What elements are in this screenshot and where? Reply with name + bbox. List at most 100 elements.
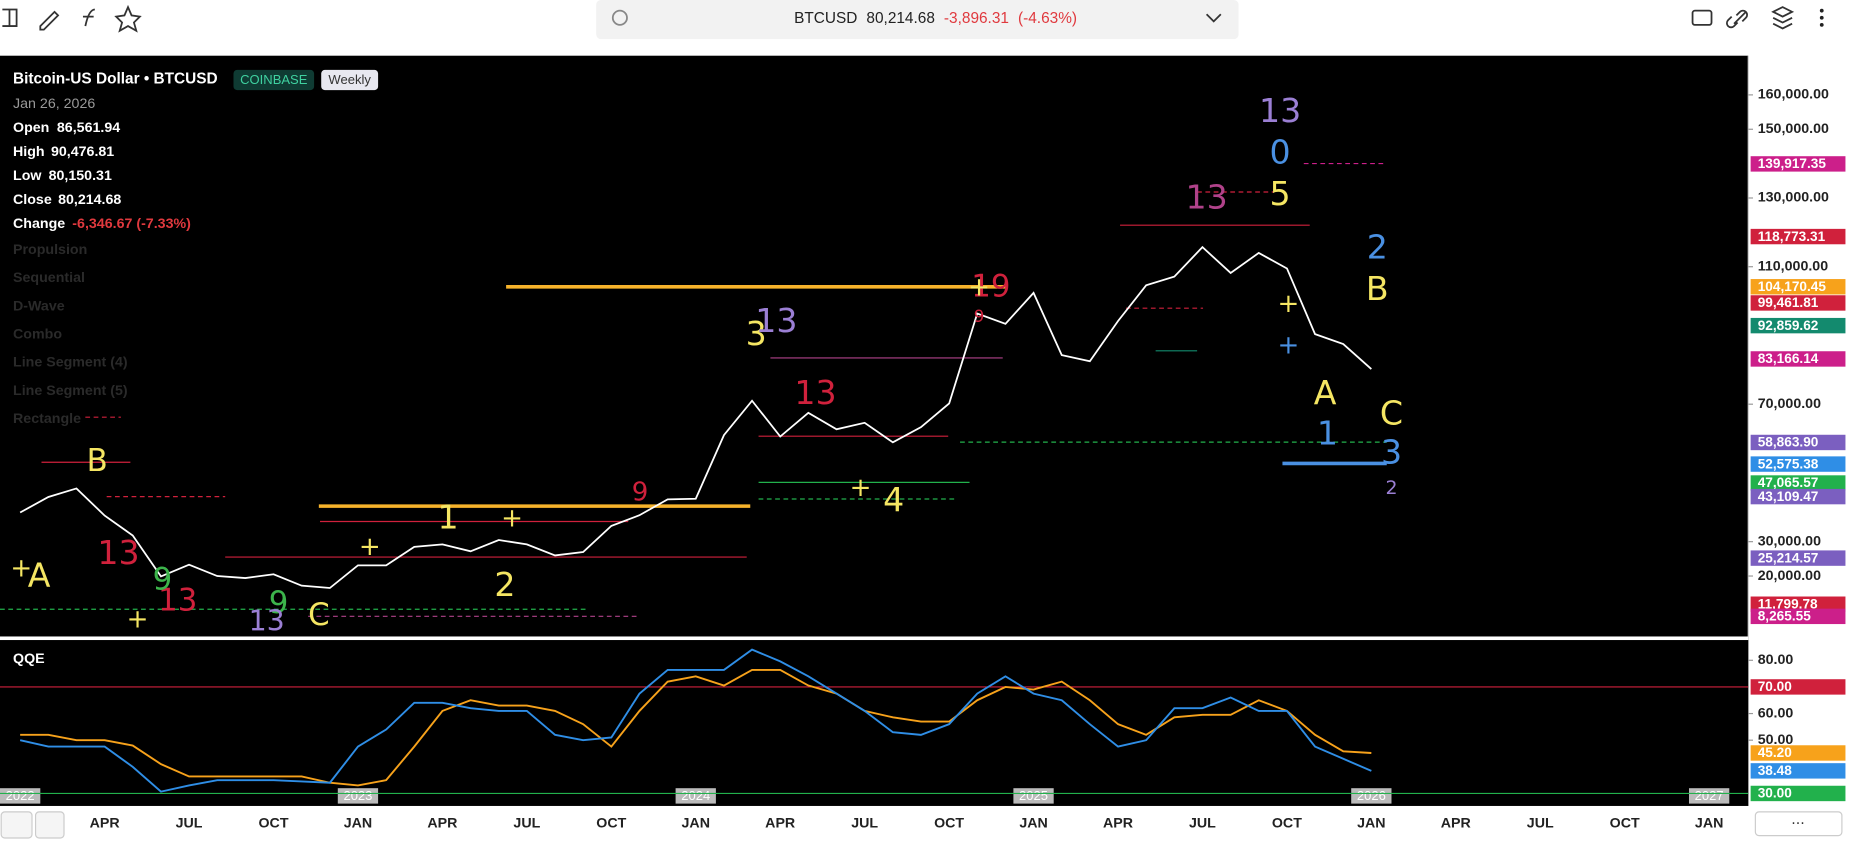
annotation: 13 <box>249 604 285 637</box>
ohlc-label: High <box>13 144 45 160</box>
x-tick-label: JUL <box>1527 816 1554 832</box>
annotation: C <box>308 597 330 633</box>
price-tag <box>1750 679 1846 695</box>
link-icon[interactable] <box>1726 9 1748 29</box>
calendar-button[interactable] <box>34 811 65 839</box>
x-tick-label: JUL <box>176 816 203 832</box>
price-tag-label: 58,863.90 <box>1758 435 1819 450</box>
x-tick-label: JAN <box>1019 816 1047 832</box>
price-tag <box>1750 351 1846 367</box>
price-tag <box>1750 456 1846 472</box>
x-tick-label: OCT <box>596 816 626 832</box>
time-axis <box>0 805 1849 842</box>
year-label: 2027 <box>1695 788 1724 803</box>
x-tick-label: JAN <box>1695 816 1723 832</box>
price-tag <box>1750 745 1846 761</box>
year-badge <box>337 788 379 804</box>
dropdown-icon[interactable] <box>1205 13 1222 23</box>
interval-badge[interactable] <box>321 69 379 91</box>
year-label: 2026 <box>1357 788 1386 803</box>
annotation: 19 <box>971 269 1010 305</box>
annotation: 13 <box>97 533 139 572</box>
price-tag <box>1750 434 1846 451</box>
year-badge <box>1013 788 1054 804</box>
ohlc-label: Change <box>13 216 65 232</box>
price-tag <box>1750 228 1846 245</box>
year-badge <box>1351 788 1392 804</box>
y-tick-label: 150,000.00 <box>1758 121 1829 137</box>
x-tick-label: OCT <box>258 816 288 832</box>
ohlc-value: -6,346.67 (-7.33%) <box>72 216 191 232</box>
fx-icon[interactable] <box>82 8 95 27</box>
annotation: 2 <box>494 565 515 604</box>
price-tag-label: 38.48 <box>1758 763 1793 778</box>
x-tick-label: APR <box>1441 816 1471 832</box>
price-tag-label: 43,109.47 <box>1758 489 1819 504</box>
indicator-name: Combo <box>13 326 62 342</box>
series-line <box>20 668 1372 787</box>
star-icon[interactable] <box>114 4 142 33</box>
camera-icon[interactable] <box>1691 9 1713 26</box>
annotation: 0 <box>1270 133 1291 172</box>
annotation: + <box>1277 289 1299 319</box>
price-tag <box>1750 156 1846 172</box>
annotation: 4 <box>883 480 904 519</box>
instrument-title: Bitcoin-US Dollar • BTCUSD <box>13 70 218 87</box>
symbol: BTCUSD <box>794 10 857 27</box>
y-tick-label: 20,000.00 <box>1758 568 1821 584</box>
qqe-pane <box>0 640 1749 806</box>
y-tick-label: 160,000.00 <box>1758 87 1829 103</box>
price-change-pct: (-4.63%) <box>1018 10 1077 27</box>
annotation: 9 <box>974 307 985 326</box>
y-tick-label: 80.00 <box>1758 652 1794 668</box>
search-icon <box>611 9 628 26</box>
y-tick-label: 60.00 <box>1758 705 1794 721</box>
series-line <box>19 648 1372 793</box>
price-axis <box>1748 55 1849 637</box>
price-tag-label: 99,461.81 <box>1758 295 1819 310</box>
x-tick-label: APR <box>427 816 457 832</box>
annotation: B <box>1366 269 1389 308</box>
study-lines <box>0 162 1387 617</box>
ohlc-label: Low <box>13 168 42 184</box>
book-icon[interactable] <box>2 8 18 27</box>
year-label: 2025 <box>1019 788 1048 803</box>
ohlc-label: Close <box>13 192 52 208</box>
x-tick-label: OCT <box>1610 816 1640 832</box>
price-tag <box>1750 596 1846 612</box>
price-tag-label: 25,214.57 <box>1758 550 1819 565</box>
annotation: B <box>87 443 108 479</box>
annotation: 2 <box>1367 227 1388 266</box>
annotation: + <box>127 604 149 634</box>
y-tick-label: 130,000.00 <box>1758 190 1829 206</box>
series-line <box>19 245 1372 589</box>
annotation: C <box>1380 393 1403 432</box>
x-tick-label: JAN <box>1357 816 1385 832</box>
year-badge <box>1688 788 1730 804</box>
layers-icon[interactable] <box>1771 6 1795 30</box>
menu-icon[interactable] <box>1819 8 1824 27</box>
search-box[interactable] <box>596 0 1239 40</box>
y-tick-label: 110,000.00 <box>1758 258 1828 274</box>
price-tag <box>1750 785 1846 802</box>
more-button[interactable] <box>1754 811 1843 837</box>
annotation: 13 <box>1259 91 1301 130</box>
year-label: 2024 <box>681 788 710 803</box>
annotation: 13 <box>158 583 197 619</box>
annotation: + <box>968 273 990 303</box>
indicator-name: Line Segment (5) <box>13 383 128 399</box>
ohlc-value: 86,561.94 <box>57 120 120 136</box>
pencil-icon[interactable] <box>39 10 60 31</box>
x-tick-label: JAN <box>344 816 372 832</box>
annotation: + <box>10 553 32 583</box>
price-tag-label: 139,917.35 <box>1758 156 1827 171</box>
reset-button[interactable] <box>0 811 33 839</box>
price-pane <box>0 55 1749 637</box>
annotation: 1 <box>1317 413 1338 452</box>
annotation: 9 <box>632 478 649 508</box>
annotation: + <box>359 532 381 562</box>
interval: Weekly <box>328 72 371 87</box>
